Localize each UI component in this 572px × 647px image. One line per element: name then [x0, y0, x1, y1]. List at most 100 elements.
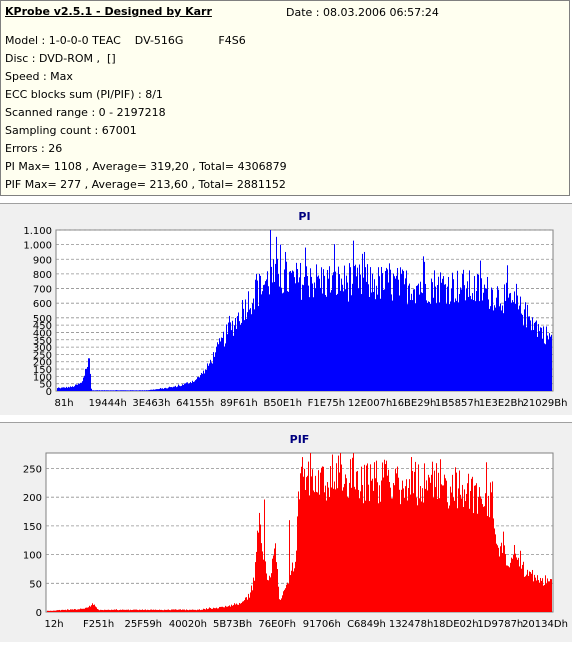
data-bar — [258, 306, 259, 391]
x-tick-label: C6849h — [347, 619, 386, 630]
data-bar — [513, 302, 514, 391]
data-bar — [88, 607, 89, 612]
data-bar — [259, 512, 260, 612]
data-bar — [164, 609, 165, 612]
data-bar — [530, 320, 531, 391]
data-bar — [114, 609, 115, 612]
data-bar — [175, 385, 176, 391]
data-bar — [381, 266, 382, 391]
data-bar — [453, 497, 454, 612]
x-tick-label: 20134Dh — [522, 619, 568, 630]
data-bar — [330, 466, 331, 612]
data-bar — [403, 271, 404, 391]
data-bar — [304, 468, 305, 612]
data-bar — [325, 485, 326, 612]
data-bar — [166, 609, 167, 612]
data-bar — [473, 513, 474, 612]
data-bar — [496, 297, 497, 391]
data-bar — [240, 324, 241, 391]
data-bar — [104, 390, 105, 391]
data-bar — [162, 388, 163, 391]
data-bar — [228, 322, 229, 391]
data-bar — [243, 601, 244, 612]
data-bar — [206, 369, 207, 391]
data-bar — [240, 603, 241, 612]
data-bar — [405, 278, 406, 391]
data-bar — [282, 595, 283, 612]
data-bar — [276, 236, 277, 391]
data-bar — [399, 295, 400, 391]
data-bar — [57, 388, 58, 391]
data-bar — [349, 263, 350, 391]
data-bar — [442, 485, 443, 612]
data-bar — [117, 390, 118, 391]
data-bar — [472, 293, 473, 391]
data-bar — [121, 609, 122, 612]
data-bar — [529, 571, 530, 612]
data-bar — [507, 265, 508, 391]
data-bar — [430, 482, 431, 612]
data-spike — [270, 230, 271, 391]
data-bar — [516, 557, 517, 612]
data-bar — [131, 390, 132, 391]
data-bar — [373, 291, 374, 391]
data-bar — [116, 390, 117, 391]
data-bar — [483, 506, 484, 612]
data-bar — [384, 289, 385, 391]
data-bar — [435, 487, 436, 612]
data-bar — [350, 267, 351, 391]
data-bar — [264, 284, 265, 391]
data-bar — [448, 508, 449, 612]
x-tick-label: 16BE29h — [391, 398, 436, 409]
info-line-disc: Disc : DVD-ROM , [] — [5, 52, 116, 65]
data-bar — [548, 339, 549, 391]
data-bar — [387, 269, 388, 391]
data-bar — [512, 558, 513, 612]
data-bar — [147, 609, 148, 612]
data-bar — [527, 304, 528, 391]
data-bar — [449, 505, 450, 612]
data-bar — [511, 557, 512, 612]
data-bar — [214, 608, 215, 612]
y-tick-label: 450 — [33, 321, 52, 332]
data-bar — [238, 312, 239, 391]
data-bar — [76, 609, 77, 612]
data-bar — [309, 297, 310, 391]
data-bar — [96, 607, 97, 612]
data-bar — [206, 608, 207, 612]
data-bar — [167, 609, 168, 612]
data-bar — [347, 282, 348, 391]
data-bar — [250, 308, 251, 391]
data-bar — [158, 389, 159, 391]
data-bar — [394, 276, 395, 391]
data-bar — [200, 610, 201, 612]
x-tick-label: 12h — [44, 619, 63, 630]
data-bar — [261, 294, 262, 391]
data-bar — [228, 606, 229, 612]
data-bar — [248, 291, 249, 391]
data-bar — [282, 293, 283, 391]
data-bar — [234, 603, 235, 612]
data-bar — [490, 306, 491, 391]
data-bar — [319, 278, 320, 391]
data-bar — [278, 274, 279, 391]
data-bar — [427, 490, 428, 612]
data-bar — [85, 368, 86, 391]
data-bar — [287, 291, 288, 391]
y-tick-label: 900 — [33, 255, 52, 266]
data-bar — [481, 278, 482, 391]
data-bar — [547, 335, 548, 391]
data-bar — [321, 267, 322, 391]
data-bar — [457, 508, 458, 612]
data-bar — [459, 294, 460, 391]
data-bar — [546, 326, 547, 391]
x-tick-label: 64155h — [176, 398, 214, 409]
data-bar — [527, 569, 528, 612]
data-bar — [243, 308, 244, 391]
data-bar — [492, 481, 493, 612]
data-bar — [74, 386, 75, 391]
data-bar — [56, 610, 57, 612]
data-bar — [199, 609, 200, 612]
data-bar — [424, 261, 425, 391]
